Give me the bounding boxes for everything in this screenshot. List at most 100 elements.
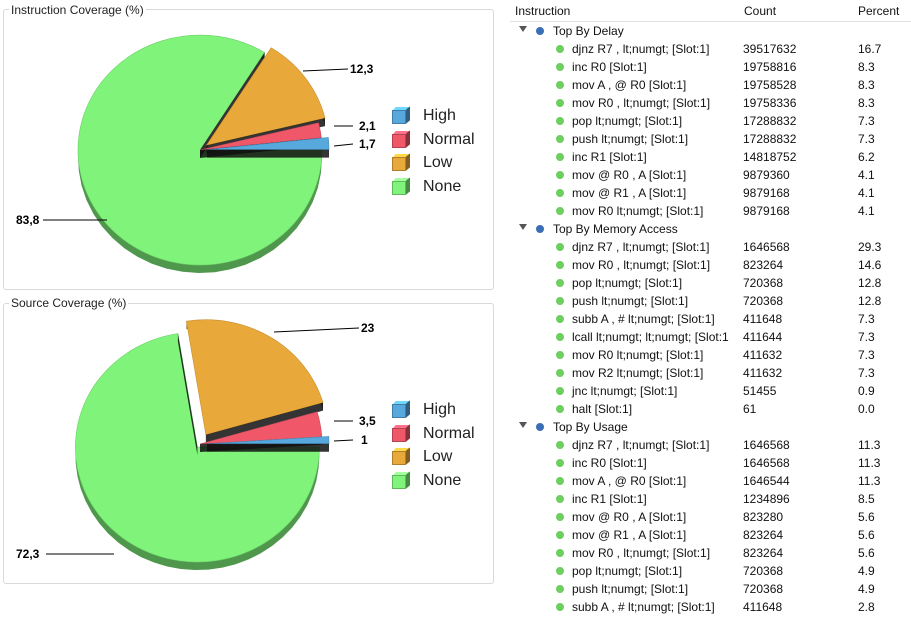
table-row[interactable]: inc R1 [Slot:1] 1234896 8.5 — [510, 490, 911, 508]
table-row[interactable]: mov R0 , lt;numgt; [Slot:1] 823264 5.6 — [510, 544, 911, 562]
expander-icon[interactable] — [519, 26, 527, 32]
table-row[interactable]: djnz R7 , lt;numgt; [Slot:1] 1646568 29.3 — [510, 238, 911, 256]
table-row[interactable]: mov @ R1 , A [Slot:1] 823264 5.6 — [510, 526, 911, 544]
header-count[interactable]: Count — [744, 4, 777, 18]
cell-percent: 29.3 — [858, 240, 882, 254]
table-row[interactable]: lcall lt;numgt; lt;numgt; [Slot:1 411644 7… — [510, 328, 911, 346]
item-node-icon — [556, 531, 564, 539]
table-row[interactable]: jnc lt;numgt; [Slot:1] 51455 0.9 — [510, 382, 911, 400]
cell-count: 823264 — [743, 546, 784, 560]
group-label: Top By Usage — [553, 420, 628, 434]
cell-count: 19758816 — [743, 60, 797, 74]
legend-label: High — [423, 107, 456, 124]
table-row[interactable]: push lt;numgt; [Slot:1] 17288832 7.3 — [510, 130, 911, 148]
cell-percent: 4.1 — [858, 168, 875, 182]
table-row[interactable]: mov @ R0 , A [Slot:1] 823280 5.6 — [510, 508, 911, 526]
table-row[interactable]: push lt;numgt; [Slot:1] 720368 12.8 — [510, 292, 911, 310]
table-row[interactable]: mov @ R0 , A [Slot:1] 9879360 4.1 — [510, 166, 911, 184]
table-row[interactable]: subb A , # lt;numgt; [Slot:1] 411648 7.3 — [510, 310, 911, 328]
table-row[interactable]: mov R0 lt;numgt; [Slot:1] 411632 7.3 — [510, 346, 911, 364]
pie-slice-none[interactable] — [75, 333, 320, 571]
cell-instruction: djnz R7 , lt;numgt; [Slot:1] — [572, 438, 710, 452]
cell-instruction: inc R0 [Slot:1] — [572, 456, 647, 470]
table-row[interactable]: inc R1 [Slot:1] 14818752 6.2 — [510, 148, 911, 166]
table-row[interactable]: push lt;numgt; [Slot:1] 720368 4.9 — [510, 580, 911, 598]
instruction-tree-table[interactable]: Instruction Count Percent Top By Delay dj… — [510, 0, 911, 619]
header-instruction[interactable]: Instruction — [515, 4, 571, 18]
cell-percent: 7.3 — [858, 366, 875, 380]
cell-instruction: subb A , # lt;numgt; [Slot:1] — [572, 600, 715, 614]
legend-swatch-high — [392, 106, 410, 125]
table-row[interactable]: inc R0 [Slot:1] 19758816 8.3 — [510, 58, 911, 76]
pie-slice-high[interactable] — [206, 436, 330, 452]
slice-label-low: 12,3 — [302, 62, 374, 76]
table-row[interactable]: mov A , @ R0 [Slot:1] 1646544 11.3 — [510, 472, 911, 490]
item-node-icon — [556, 477, 564, 485]
cell-percent: 4.9 — [858, 564, 875, 578]
cell-instruction: lcall lt;numgt; lt;numgt; [Slot:1 — [572, 330, 729, 344]
group-label: Top By Delay — [553, 24, 624, 38]
legend-swatch-normal — [392, 423, 410, 443]
group-node-icon — [536, 27, 544, 35]
tree-group-row[interactable]: Top By Memory Access — [510, 220, 911, 238]
table-row[interactable]: pop lt;numgt; [Slot:1] 17288832 7.3 — [510, 112, 911, 130]
cell-percent: 8.3 — [858, 78, 875, 92]
cell-percent: 8.3 — [858, 96, 875, 110]
legend-label: None — [423, 177, 462, 195]
pie-slice-high[interactable] — [206, 137, 330, 158]
cell-instruction: mov R0 , lt;numgt; [Slot:1] — [572, 546, 711, 560]
table-row[interactable]: mov R0 , lt;numgt; [Slot:1] 823264 14.6 — [510, 256, 911, 274]
cell-instruction: jnc lt;numgt; [Slot:1] — [572, 384, 678, 398]
legend-item-none: None — [392, 176, 462, 197]
tree-group-row[interactable]: Top By Delay — [510, 22, 911, 40]
table-row[interactable]: djnz R7 , lt;numgt; [Slot:1] 1646568 11.3 — [510, 436, 911, 454]
cell-count: 39517632 — [743, 42, 797, 56]
cell-percent: 12.8 — [858, 294, 882, 308]
cell-count: 720368 — [743, 276, 784, 290]
cell-percent: 7.3 — [858, 132, 875, 146]
item-node-icon — [556, 261, 564, 269]
cell-count: 17288832 — [743, 132, 797, 146]
item-node-icon — [556, 369, 564, 377]
cell-count: 14818752 — [743, 150, 797, 164]
table-row[interactable]: halt [Slot:1] 61 0.0 — [510, 400, 911, 418]
expander-icon[interactable] — [519, 422, 527, 428]
cell-percent: 7.3 — [858, 330, 875, 344]
expander-icon[interactable] — [519, 224, 527, 230]
table-row[interactable]: djnz R7 , lt;numgt; [Slot:1] 39517632 16.7 — [510, 40, 911, 58]
cell-percent: 0.0 — [858, 402, 875, 416]
pie-slice-low[interactable] — [186, 319, 324, 443]
cell-instruction: mov R0 lt;numgt; [Slot:1] — [572, 204, 704, 218]
slice-label-high: 1,7 — [333, 137, 376, 151]
item-node-icon — [556, 603, 564, 611]
table-row[interactable]: mov R2 lt;numgt; [Slot:1] 411632 7.3 — [510, 364, 911, 382]
instruction-coverage-title: Instruction Coverage (%) — [9, 3, 146, 17]
legend-label: Low — [423, 154, 453, 171]
cell-count: 411648 — [743, 600, 783, 614]
cell-instruction: mov @ R0 , A [Slot:1] — [572, 510, 687, 524]
cell-count: 823280 — [743, 510, 784, 524]
legend-item-high: High — [392, 106, 456, 126]
legend-label: None — [423, 471, 462, 489]
table-row[interactable]: inc R0 [Slot:1] 1646568 11.3 — [510, 454, 911, 472]
table-row[interactable]: pop lt;numgt; [Slot:1] 720368 4.9 — [510, 562, 911, 580]
cell-count: 1234896 — [743, 492, 790, 506]
cell-instruction: mov R0 , lt;numgt; [Slot:1] — [572, 258, 711, 272]
cell-count: 823264 — [743, 258, 784, 272]
cell-percent: 11.3 — [858, 438, 881, 452]
table-row[interactable]: mov @ R1 , A [Slot:1] 9879168 4.1 — [510, 184, 911, 202]
cell-count: 1646568 — [743, 456, 790, 470]
cell-count: 61 — [743, 402, 757, 416]
table-row[interactable]: subb A , # lt;numgt; [Slot:1] 411648 2.8 — [510, 598, 911, 616]
table-row[interactable]: mov R0 lt;numgt; [Slot:1] 9879168 4.1 — [510, 202, 911, 220]
table-row[interactable]: mov R0 , lt;numgt; [Slot:1] 19758336 8.3 — [510, 94, 911, 112]
table-row[interactable]: pop lt;numgt; [Slot:1] 720368 12.8 — [510, 274, 911, 292]
svg-text:12,3: 12,3 — [350, 62, 374, 76]
header-percent[interactable]: Percent — [858, 4, 900, 18]
tree-group-row[interactable]: Top By Usage — [510, 418, 911, 436]
slice-label-normal: 3,5 — [334, 414, 376, 428]
cell-count: 411648 — [743, 312, 783, 326]
table-row[interactable]: mov A , @ R0 [Slot:1] 19758528 8.3 — [510, 76, 911, 94]
svg-text:23: 23 — [361, 321, 375, 335]
table-header: Instruction Count Percent — [510, 0, 911, 22]
